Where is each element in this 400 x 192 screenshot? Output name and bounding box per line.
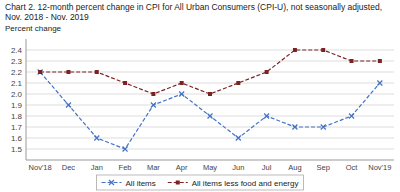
x-tick-label: Nov'19 (368, 163, 391, 172)
y-axis-line (26, 39, 27, 160)
legend-frame (97, 175, 304, 190)
grid-line (26, 105, 394, 106)
series-line (40, 50, 380, 94)
grid-line (26, 72, 394, 73)
y-tick-label: 1.9 (11, 101, 23, 110)
x-tick-label: Oct (346, 163, 359, 172)
point (66, 103, 71, 108)
y-axis-label: Percent change (5, 24, 62, 33)
point (151, 92, 155, 96)
point (151, 103, 156, 108)
point (264, 114, 269, 119)
grid-line (26, 83, 394, 84)
y-tick-label: 1.5 (11, 145, 23, 154)
point (66, 70, 70, 74)
legend: All items All items less food and energy (97, 175, 304, 190)
chart: Chart 2. 12-month percent change in CPI … (0, 0, 400, 192)
legend-marker (109, 180, 114, 185)
x-tick-label: Sep (317, 163, 330, 172)
point (208, 92, 212, 96)
point (94, 136, 99, 141)
point (265, 70, 269, 74)
point (95, 70, 99, 74)
y-tick-label: 1.8 (11, 112, 23, 121)
y-tick-label: 2.2 (11, 68, 23, 77)
point (123, 81, 127, 85)
point (378, 59, 382, 63)
point (350, 59, 354, 63)
point (38, 70, 42, 74)
point (377, 81, 382, 86)
legend-label: All items (126, 179, 156, 188)
x-tick-label: Jun (232, 163, 244, 172)
point (321, 125, 326, 130)
x-tick-label: Nov'18 (29, 163, 52, 172)
legend-marker (176, 181, 180, 185)
point (321, 48, 325, 52)
point (208, 114, 213, 119)
y-tick-label: 2.4 (11, 46, 23, 55)
grid-line (26, 149, 394, 150)
point (236, 81, 240, 85)
grid-line (26, 61, 394, 62)
x-tick-label: Aug (288, 163, 301, 172)
x-tick-label: Jan (91, 163, 103, 172)
title: Chart 2. 12-month percent change in CPI … (5, 2, 382, 22)
legend-label: All items less food and energy (192, 179, 299, 188)
title-line: Chart 2. 12-month percent change in CPI … (5, 2, 382, 12)
x-tick-label: Feb (119, 163, 132, 172)
title-line: Nov. 2018 - Nov. 2019 (5, 12, 89, 22)
series (38, 70, 383, 152)
point (123, 147, 128, 152)
y-tick-label: 1.6 (11, 134, 23, 143)
x-tick-label: Apr (176, 163, 188, 172)
series (38, 48, 382, 96)
grid-line (26, 127, 394, 128)
point (180, 81, 184, 85)
x-tick-label: May (203, 163, 217, 172)
y-tick-label: 2.3 (11, 57, 23, 66)
y-tick-label: 2.1 (11, 79, 23, 88)
y-tick-label: 2.0 (11, 90, 23, 99)
point (38, 70, 43, 75)
series-line (40, 72, 380, 149)
point (293, 48, 297, 52)
grid-line (26, 138, 394, 139)
x-tick-label: Mar (147, 163, 160, 172)
point (292, 125, 297, 130)
x-tick-label: Jul (262, 163, 272, 172)
grid-line (26, 50, 394, 51)
grid (26, 50, 394, 149)
x-axis-line (26, 160, 394, 161)
x-tick-label: Dec (62, 163, 76, 172)
y-tick-label: 1.7 (11, 123, 23, 132)
point (236, 136, 241, 141)
plot-area (38, 48, 383, 152)
point (349, 114, 354, 119)
point (179, 92, 184, 97)
